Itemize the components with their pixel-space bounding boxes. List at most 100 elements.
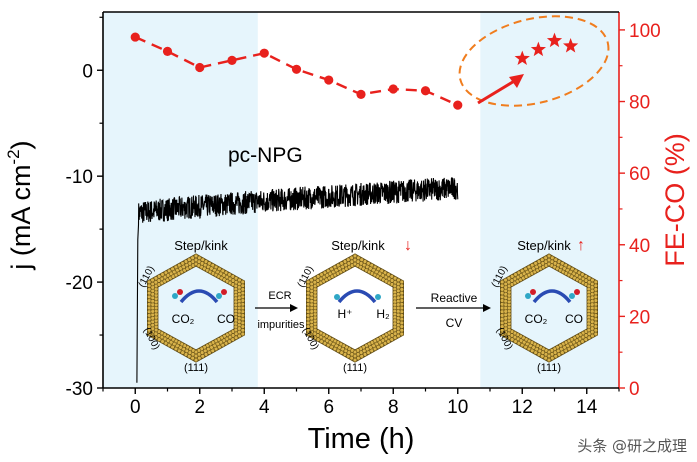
atom-bead [220,268,225,274]
axes: 0 2 4 6 8 10 12 14 0 -10 -20 -30 0 20 40 60 80 100 Time (h… [4,11,690,455]
atom-bead [576,341,582,346]
y-axis-left-label-close: ) [6,140,36,149]
atom-bead [590,329,595,335]
atom-bead [593,302,598,307]
y-right-tick-label: 20 [629,307,650,328]
atom-bead [160,272,165,277]
atom-bead [593,298,598,303]
atom-bead [240,283,245,288]
atom-bead [309,277,314,283]
nanocrystal-2 [500,253,598,363]
atom-bead [230,274,235,279]
atom-bead [147,309,152,314]
fe-co-point [195,62,205,73]
atom-bead [593,309,598,314]
current-density-series [136,177,459,383]
fe-co-point [356,89,366,99]
atom-bead [147,298,152,303]
step-kink-title-3: Step/kink [517,238,571,253]
atom-bead [382,341,388,346]
atom-bead [306,294,311,300]
atom-bead [500,298,505,303]
atom-bead [399,328,404,333]
atom-bead [153,276,159,281]
x-tick-label: 4 [259,397,270,418]
fe-co-point [388,84,398,94]
y-left-tick-label: -10 [66,167,93,188]
atom-bead [240,328,245,333]
x-tick-label: 10 [447,397,468,418]
y-left-tick-label: -30 [66,379,93,400]
atom-bead [147,279,152,285]
h2-label: H₂ [376,307,390,321]
atom-bead [306,316,311,322]
atom-bead [392,335,398,340]
atom-bead [157,274,162,279]
h-atom [334,294,340,300]
atom-bead [576,270,582,275]
atom-bead [233,327,238,333]
atom-bead [240,294,245,300]
trend-arrow-shaft [477,78,517,105]
atom-bead [386,339,391,344]
atom-bead [312,276,318,281]
fe-co-point [227,55,237,65]
atom-bead [500,313,505,318]
co2-label-1: CO₂ [172,312,195,326]
co2-atom [172,293,178,299]
current-density-trace [136,177,459,383]
fe-co-star-point [546,32,563,48]
atom-bead [237,329,242,335]
o-atom [177,289,183,295]
x-tick-label: 2 [194,397,205,418]
atom-bead [240,313,245,318]
atom-bead [220,342,225,348]
facet-111-label: (111) [184,362,208,374]
fe-co-point [130,32,140,42]
process-arrow-2-head [483,304,491,312]
atom-bead [326,268,331,274]
process-arrow-1-head [290,304,298,312]
highlight-ellipse [458,15,610,107]
atom-bead [593,328,598,333]
atom-bead [399,316,404,322]
atom-bead [157,337,162,342]
reaction-arc-2 [337,289,377,304]
atom-bead [316,274,321,279]
y-right-tick-label: 0 [629,379,640,400]
atom-bead [503,277,508,283]
atom-bead [510,337,515,342]
co2-label-2: CO₂ [525,312,548,326]
impurities-label: impurities [257,319,305,331]
atom-bead [227,339,232,344]
atom-bead [147,302,152,307]
atom-bead [593,316,598,322]
fe-co-star-point [563,38,579,53]
atom-bead [167,268,172,274]
y-right-tick-label: 60 [629,164,650,185]
atom-bead [399,283,404,288]
nanocrystal-1 [306,253,404,363]
atom-bead [586,327,591,333]
atom-bead [306,309,311,314]
atom-bead [227,272,232,277]
atom-bead [379,342,384,348]
atom-bead [500,309,505,314]
atom-bead [322,341,328,346]
atom-bead [399,279,404,285]
x-tick-label: 6 [323,397,334,418]
y-right-tick-label: 40 [629,236,650,257]
atom-bead [593,331,598,337]
atom-bead [163,270,169,275]
co-atom [569,293,575,299]
atom-bead [500,302,505,307]
atom-bead [230,337,235,342]
atom-bead [147,316,152,322]
atom-bead [500,279,505,285]
atom-bead [223,270,229,275]
step-kink-title-2: Step/kink [331,238,385,253]
atom-bead [516,341,522,346]
atom-bead [513,272,518,277]
atom-bead [573,268,578,274]
x-tick-label: 14 [576,397,598,418]
